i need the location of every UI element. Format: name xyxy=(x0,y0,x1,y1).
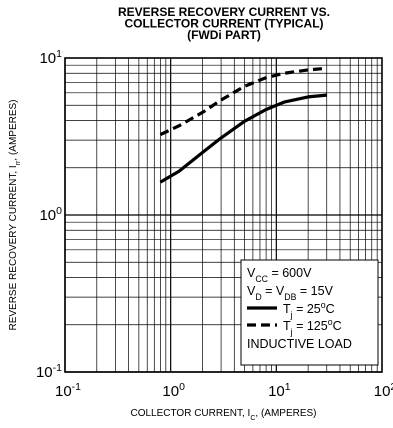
y-tick-label: 100 xyxy=(39,205,62,224)
series-tj-25 xyxy=(159,93,327,184)
y-axis-label: REVERSE RECOVERY CURRENT, Irr, (AMPERES) xyxy=(8,99,22,330)
legend-note: INDUCTIVE LOAD xyxy=(247,337,352,351)
x-tick-label: 102 xyxy=(374,381,393,400)
plot-frame xyxy=(64,57,383,373)
legend-entry: Tj = 125oC xyxy=(283,317,342,337)
axis-labels: COLLECTOR CURRENT, IC, (AMPERES) REVERSE … xyxy=(8,99,317,421)
series-tj-125 xyxy=(159,66,327,137)
x-tick-label: 10-1 xyxy=(55,381,81,400)
title-line: COLLECTOR CURRENT (TYPICAL) xyxy=(124,17,323,31)
x-tick-label: 101 xyxy=(268,381,291,400)
chart-title: REVERSE RECOVERY CURRENT VS.COLLECTOR CU… xyxy=(118,5,330,42)
legend-box xyxy=(240,259,379,366)
legend-condition: VCC = 600V xyxy=(247,266,312,284)
title-line: REVERSE RECOVERY CURRENT VS. xyxy=(118,5,330,19)
y-tick-label: 10-1 xyxy=(36,362,62,381)
title-line: (FWDi PART) xyxy=(187,28,261,42)
chart-grid xyxy=(64,57,383,373)
y-tick-label: 101 xyxy=(39,48,62,67)
x-axis-label: COLLECTOR CURRENT, IC, (AMPERES) xyxy=(130,408,316,422)
x-tick-label: 100 xyxy=(162,381,185,400)
legend-condition: VD = VDB = 15V xyxy=(247,284,334,302)
chart-series xyxy=(159,66,327,184)
axis-tick-labels: 10-1 100 101 102 10-1 100 101 xyxy=(36,48,393,400)
legend-entry: Tj = 25oC xyxy=(283,300,335,320)
